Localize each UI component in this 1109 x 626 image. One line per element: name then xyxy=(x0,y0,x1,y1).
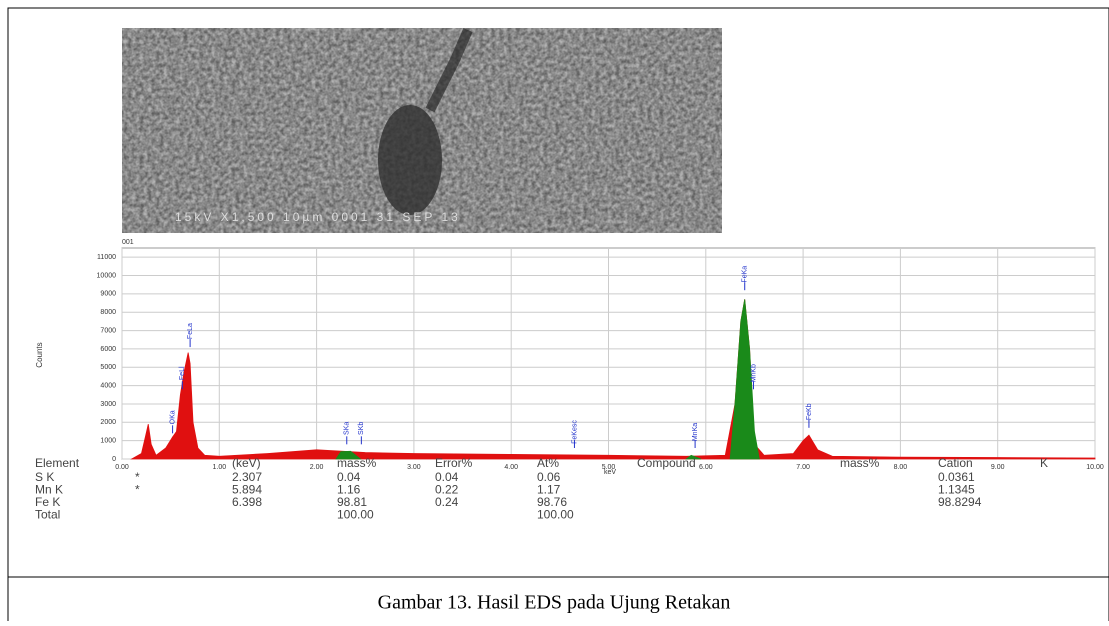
table-cell: Mn K xyxy=(35,483,63,497)
x-tick-label: 4.00 xyxy=(504,464,518,471)
y-tick-label: 2000 xyxy=(100,419,116,426)
peak-label: FeKa xyxy=(742,266,749,283)
table-header: At% xyxy=(537,456,559,470)
y-tick-label: 8000 xyxy=(100,309,116,316)
peak-label: MnKa xyxy=(692,423,699,441)
table-header: mass% xyxy=(337,456,377,470)
table-header: Error% xyxy=(435,456,473,470)
table-cell: 1.1345 xyxy=(938,483,975,497)
x-tick-label: 0.00 xyxy=(115,464,129,471)
table-cell: 100.00 xyxy=(337,508,374,522)
table-cell: 1.16 xyxy=(337,483,361,497)
table-cell: 98.81 xyxy=(337,495,367,509)
spectrum-area xyxy=(130,299,1096,460)
panel-label: 001 xyxy=(122,239,134,246)
table-cell: Fe K xyxy=(35,495,60,509)
y-tick-label: 6000 xyxy=(100,346,116,353)
y-tick-label: 4000 xyxy=(100,382,116,389)
table-cell: 1.17 xyxy=(537,483,561,497)
sem-caption: 15kV X1,500 10µm 0001 31 SEP 13 xyxy=(175,210,461,224)
table-cell: 2.307 xyxy=(232,470,262,484)
table-cell: 0.24 xyxy=(435,495,459,509)
peak-label: OKa xyxy=(169,410,176,424)
y-tick-label: 5000 xyxy=(100,364,116,371)
table-header: (keV) xyxy=(232,456,261,470)
x-tick-label: 1.00 xyxy=(212,464,226,471)
table-cell: 0.04 xyxy=(337,470,361,484)
table-cell: 0.22 xyxy=(435,483,459,497)
crack xyxy=(378,105,442,215)
table-cell: 0.04 xyxy=(435,470,459,484)
caption: Gambar 13. Hasil EDS pada Ujung Retakan xyxy=(378,592,731,614)
table-cell: S K xyxy=(35,470,54,484)
y-tick-label: 7000 xyxy=(100,327,116,334)
table-cell: 0.06 xyxy=(537,470,561,484)
y-tick-label: 11000 xyxy=(97,254,116,261)
y-tick-label: 3000 xyxy=(100,401,116,408)
peak-label: FeLl xyxy=(179,366,186,380)
table-cell: 100.00 xyxy=(537,508,574,522)
table-header: mass% xyxy=(840,456,880,470)
table-header: Compound xyxy=(637,456,696,470)
peak-label: FeLa xyxy=(187,323,194,339)
y-tick-label: 0 xyxy=(112,456,116,463)
y-tick-label: 9000 xyxy=(100,291,116,298)
y-axis-label: Counts xyxy=(35,342,44,367)
table-cell: 5.894 xyxy=(232,483,262,497)
peak-label: SKa xyxy=(344,422,351,435)
x-tick-label: 7.00 xyxy=(796,464,810,471)
peak-label: MnKb xyxy=(750,364,757,382)
spectrum-area xyxy=(335,299,760,460)
crack-line xyxy=(425,28,473,113)
peak-label: FeKb xyxy=(806,403,813,420)
x-tick-label: 10.00 xyxy=(1086,464,1104,471)
table-cell: * xyxy=(135,470,140,484)
table-cell: * xyxy=(135,483,140,497)
x-tick-label: 6.00 xyxy=(699,464,713,471)
x-tick-label: 3.00 xyxy=(407,464,421,471)
peak-label: SKb xyxy=(358,422,365,435)
peak-label: FeKesc xyxy=(571,420,578,444)
table-cell: 98.76 xyxy=(537,495,567,509)
frame xyxy=(7,7,1109,626)
table-cell: Total xyxy=(35,508,60,522)
x-tick-label: 5.00 xyxy=(602,464,616,471)
x-tick-label: 8.00 xyxy=(894,464,908,471)
x-tick-label: 9.00 xyxy=(991,464,1005,471)
table-header: K xyxy=(1040,456,1048,470)
table-header: Cation xyxy=(938,456,973,470)
table-header: Element xyxy=(35,456,80,470)
y-tick-label: 10000 xyxy=(97,272,117,279)
table-cell: 0.0361 xyxy=(938,470,975,484)
y-tick-label: 1000 xyxy=(100,437,116,444)
x-axis-label: keV xyxy=(604,469,616,476)
table-cell: 6.398 xyxy=(232,495,262,509)
table-cell: 98.8294 xyxy=(938,495,982,509)
x-tick-label: 2.00 xyxy=(310,464,324,471)
